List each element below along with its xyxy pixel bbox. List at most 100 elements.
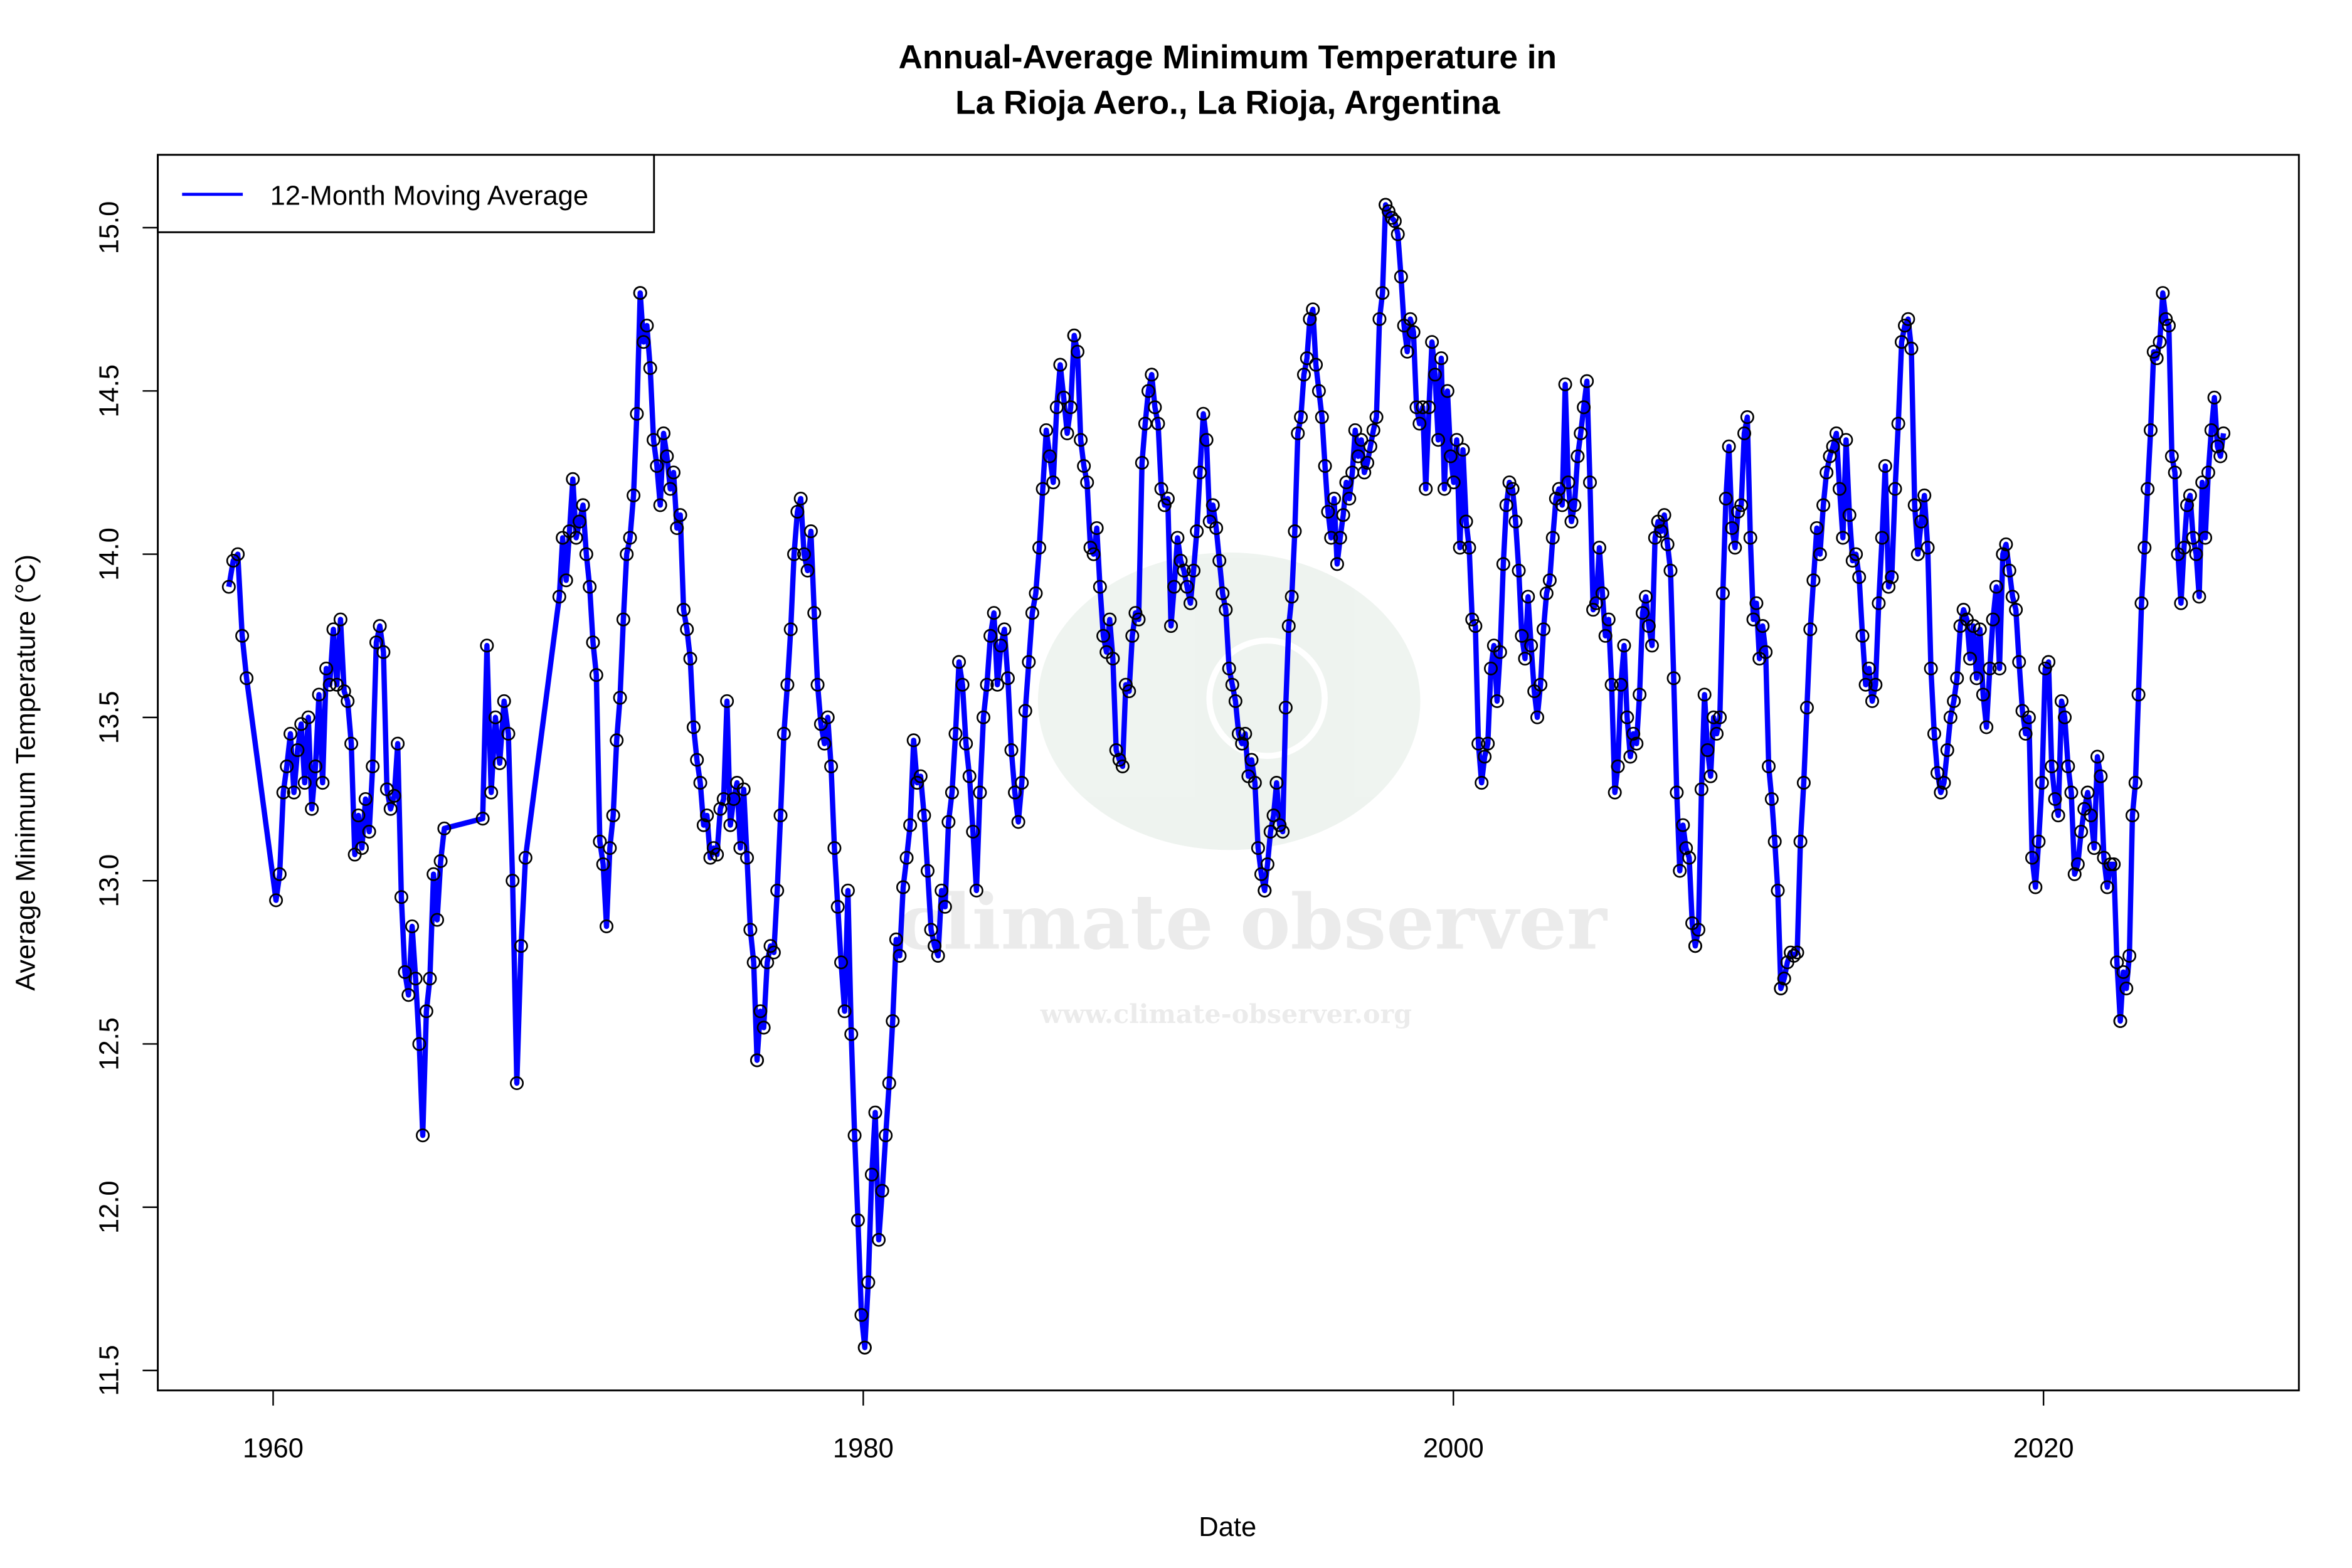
data-point	[1910, 547, 1925, 561]
data-point	[1614, 677, 1628, 692]
data-point	[1764, 792, 1779, 806]
data-point	[1629, 736, 1644, 751]
data-point	[1490, 694, 1504, 708]
data-point	[2180, 498, 2195, 512]
data-point	[398, 965, 412, 979]
data-point	[643, 361, 657, 375]
data-point	[1920, 541, 1935, 555]
data-point	[2067, 867, 2082, 881]
data-point	[1898, 319, 1912, 333]
data-point	[1931, 766, 1945, 780]
data-point	[1654, 524, 1668, 539]
data-point	[1260, 857, 1274, 872]
data-point	[1734, 498, 1749, 512]
data-point	[1521, 590, 1535, 604]
data-point	[2054, 694, 2069, 708]
data-point	[583, 580, 597, 594]
data-point	[1761, 759, 1776, 773]
data-point	[566, 472, 580, 486]
data-point	[1336, 508, 1350, 522]
data-point	[793, 492, 808, 506]
data-point	[1620, 710, 1634, 724]
data-point	[928, 939, 942, 953]
data-point	[1428, 368, 1442, 382]
data-point	[753, 1004, 768, 1019]
data-point	[966, 824, 980, 839]
data-point	[1694, 782, 1708, 797]
data-point	[1799, 701, 1814, 715]
data-point	[1077, 458, 1091, 473]
data-point	[1626, 726, 1641, 741]
data-point	[1645, 638, 1659, 653]
data-point	[2198, 531, 2213, 545]
data-point	[868, 1105, 882, 1120]
data-point	[1244, 753, 1259, 767]
data-point	[1813, 547, 1827, 561]
data-point	[1639, 590, 1653, 604]
data-point	[1394, 270, 1408, 284]
data-point	[1018, 704, 1032, 718]
data-point	[405, 919, 420, 934]
data-point	[935, 883, 949, 898]
data-point	[1564, 514, 1579, 529]
data-point	[1845, 553, 1860, 568]
data-point	[2210, 439, 2225, 453]
data-point	[800, 563, 815, 578]
data-point	[1089, 521, 1104, 535]
data-point	[872, 1232, 886, 1247]
data-point	[746, 955, 761, 970]
data-point	[766, 945, 781, 960]
data-point	[362, 824, 376, 839]
data-point	[2005, 590, 2020, 604]
data-point	[1688, 939, 1702, 953]
data-point	[2146, 344, 2161, 359]
data-point	[1269, 776, 1284, 790]
data-point	[1481, 736, 1495, 751]
data-point	[1713, 710, 1727, 724]
data-point	[1309, 358, 1323, 372]
data-point	[1135, 455, 1149, 470]
data-point	[1891, 416, 1905, 431]
data-point	[301, 710, 315, 724]
data-point	[1000, 671, 1015, 686]
data-point	[1697, 687, 1712, 702]
data-point	[973, 785, 987, 800]
data-point	[1440, 384, 1454, 398]
data-point	[1148, 400, 1162, 415]
data-point	[948, 726, 963, 741]
data-point	[1425, 335, 1439, 349]
data-point	[2195, 475, 2210, 490]
data-point	[854, 1308, 869, 1322]
data-point	[1756, 619, 1770, 633]
data-point	[2201, 465, 2215, 480]
data-point	[419, 1004, 433, 1019]
data-point	[1294, 410, 1308, 425]
data-point	[1348, 423, 1362, 437]
data-point	[326, 622, 341, 637]
data-point	[475, 812, 490, 826]
data-point	[666, 465, 681, 480]
data-point	[1145, 368, 1159, 382]
data-point	[740, 850, 755, 865]
data-point	[1767, 834, 1782, 849]
data-point	[1986, 612, 2000, 627]
data-point	[776, 726, 791, 741]
data-point	[2032, 834, 2046, 849]
data-point	[1141, 384, 1155, 398]
data-point	[803, 524, 818, 539]
data-point	[1904, 341, 1919, 356]
y-tick-label: 12.5	[95, 1017, 125, 1071]
data-point	[606, 808, 620, 823]
data-point	[269, 893, 283, 908]
data-point	[1049, 400, 1064, 415]
data-point	[1996, 547, 2010, 561]
data-point	[633, 286, 647, 300]
data-point	[983, 628, 998, 643]
data-point	[1465, 612, 1480, 627]
x-axis: 1960 1980 2000 2020	[243, 1389, 2074, 1463]
data-point	[387, 788, 401, 803]
data-point	[1025, 606, 1039, 620]
series-12-month-moving-average	[221, 198, 2231, 1355]
data-point	[1327, 492, 1342, 506]
